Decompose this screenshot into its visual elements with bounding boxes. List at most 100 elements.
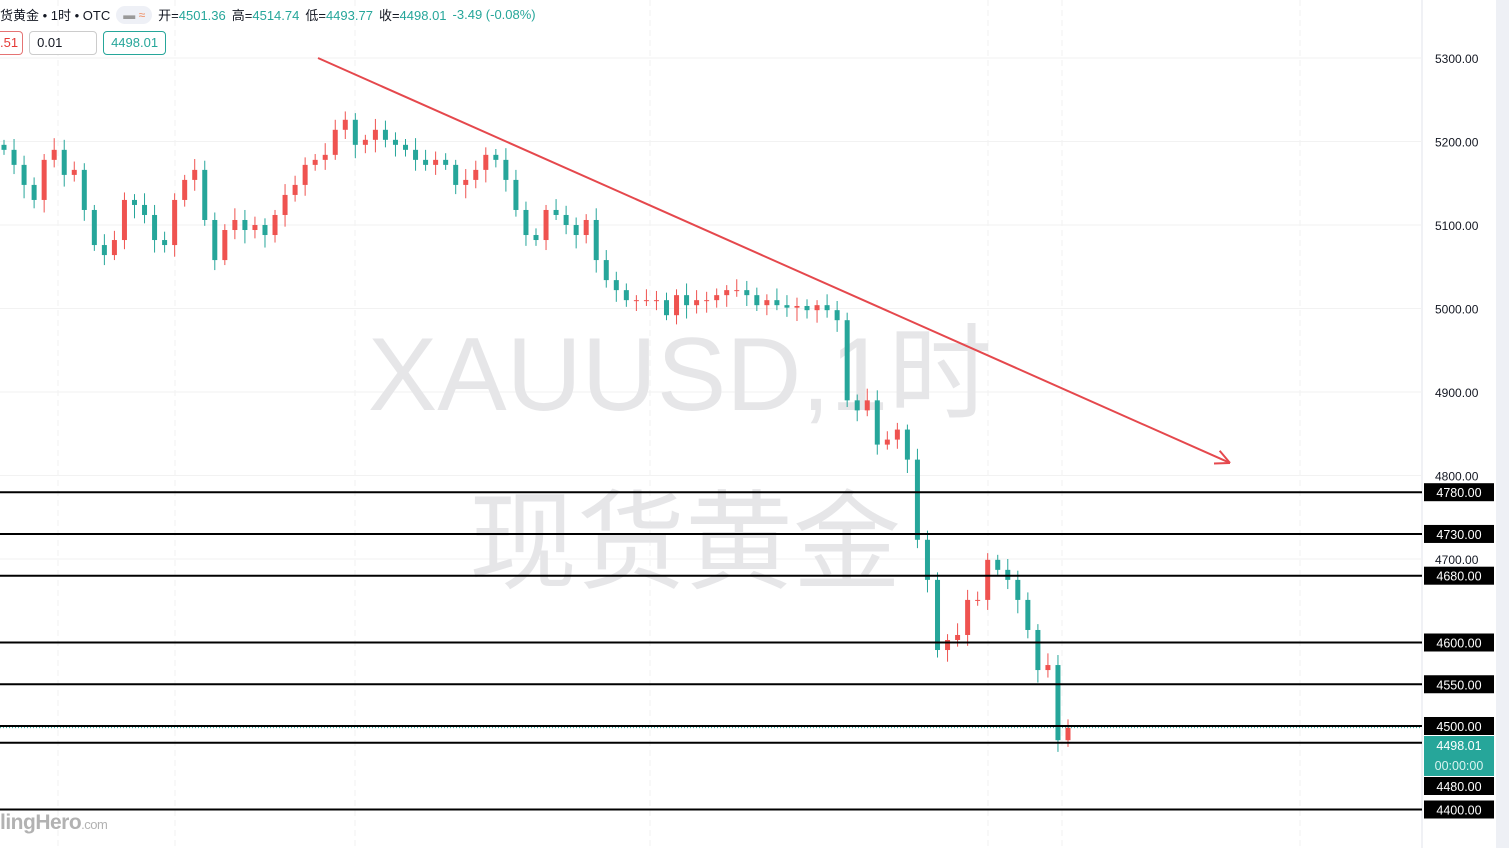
candle — [392, 132, 398, 157]
candle — [844, 312, 850, 408]
candle-body — [553, 209, 559, 215]
buy-button[interactable]: 4498.01 — [103, 31, 167, 55]
change-value: -3.49 (-0.08%) — [452, 7, 536, 22]
candle — [965, 589, 971, 646]
candle-body — [653, 300, 659, 302]
candle-body — [1025, 599, 1031, 630]
candle-body — [11, 149, 17, 165]
candle — [413, 138, 419, 171]
indicator-toggle-button[interactable]: ▬ ≈ — [116, 5, 153, 24]
candle-body — [483, 154, 489, 170]
trendline — [317, 57, 1231, 464]
watermark-name: 现货黄金 — [469, 482, 901, 603]
open-label: 开= — [158, 8, 179, 23]
candle — [583, 214, 589, 244]
candle-body — [262, 225, 268, 236]
candle — [935, 572, 941, 658]
level-label: 4400.00 — [1436, 804, 1481, 818]
candle — [222, 224, 228, 266]
candle-body — [392, 139, 398, 145]
y-tick-label: 5100.00 — [1435, 219, 1479, 233]
y-tick-label: 5200.00 — [1435, 136, 1479, 150]
candle-body — [272, 214, 278, 236]
candle-body — [142, 204, 148, 215]
candle-body — [473, 169, 479, 180]
candle — [894, 422, 900, 449]
current-price-label-bg — [1424, 736, 1494, 776]
sell-button[interactable]: .51 — [0, 31, 24, 55]
level-label: 4730.00 — [1436, 528, 1481, 542]
quantity-input[interactable]: 0.01 — [29, 31, 98, 55]
candle — [945, 634, 951, 662]
candle — [975, 591, 981, 606]
high-label: 高= — [231, 8, 253, 23]
candle-body — [192, 169, 198, 180]
symbol-title[interactable]: 货黄金 • 1时 • OTC — [0, 8, 111, 23]
candle-body — [924, 539, 930, 580]
candle-body — [985, 559, 991, 600]
candle-body — [854, 400, 860, 411]
candle — [302, 157, 308, 196]
candle-body — [613, 280, 619, 291]
candle-body — [222, 230, 228, 261]
candle — [854, 394, 860, 422]
candle-body — [814, 305, 820, 311]
candle-body — [31, 184, 37, 200]
candle-body — [764, 300, 770, 306]
candle-body — [493, 154, 499, 160]
candle — [694, 290, 700, 314]
candle-body — [453, 164, 459, 185]
candle-body — [372, 129, 378, 140]
candle — [633, 295, 639, 312]
candle — [352, 113, 358, 159]
candle — [924, 530, 930, 593]
bar-countdown: 00:00:00 — [1435, 759, 1484, 773]
candle — [814, 300, 820, 323]
candle-body — [754, 295, 760, 306]
candle-body — [1045, 665, 1051, 671]
candle-body — [955, 634, 961, 640]
candle-body — [423, 159, 429, 165]
candle — [1025, 592, 1031, 639]
candle — [61, 139, 67, 187]
candle — [513, 169, 519, 217]
candle — [131, 194, 137, 219]
candle — [985, 553, 991, 610]
candle — [81, 163, 87, 221]
level-label: 4550.00 — [1436, 678, 1481, 692]
candle — [1, 139, 7, 155]
level-label: 4500.00 — [1436, 720, 1481, 734]
arrow-head — [1213, 461, 1231, 465]
eye-icon: ▬ — [123, 7, 136, 22]
candle-body — [302, 164, 308, 185]
candle-body — [443, 159, 449, 165]
candle-body — [744, 290, 750, 296]
candle — [162, 231, 168, 253]
candle-body — [212, 219, 218, 261]
candle — [794, 297, 800, 322]
candle-body — [623, 290, 629, 301]
candle — [674, 289, 680, 325]
candle-body — [633, 300, 639, 302]
right-scrollbar — [1496, 0, 1509, 848]
candle-body — [362, 139, 368, 145]
candle-body — [724, 290, 730, 296]
candle — [172, 193, 178, 257]
candle-body — [694, 300, 700, 306]
candle-body — [704, 300, 710, 302]
candle-body — [41, 159, 47, 200]
candle-body — [523, 209, 529, 236]
candle-body — [403, 144, 409, 150]
candle-body — [563, 214, 569, 225]
level-label: 4680.00 — [1436, 570, 1481, 584]
candle-body — [322, 154, 328, 160]
candle — [101, 234, 107, 266]
candle-body — [804, 305, 810, 311]
candle — [252, 216, 258, 239]
wave-icon: ≈ — [138, 7, 146, 22]
candle-body — [232, 219, 238, 231]
candle — [51, 138, 57, 168]
candle — [1055, 655, 1061, 752]
candle — [543, 204, 549, 251]
